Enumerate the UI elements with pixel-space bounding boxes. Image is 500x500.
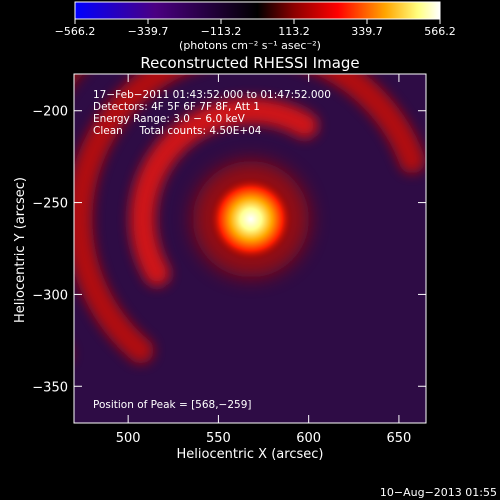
colorbar-unit-label: (photons cm⁻² s⁻¹ asec⁻²) — [179, 39, 321, 52]
colorbar-tick-label: −566.2 — [55, 25, 96, 38]
x-tick-label: 600 — [296, 431, 321, 446]
x-axis-ticks: 500 550 600 650 — [116, 74, 412, 446]
heatmap-arc — [74, 74, 426, 364]
timestamp: 10−Aug−2013 01:55 — [380, 486, 497, 499]
x-axis-label: Heliocentric X (arcsec) — [177, 447, 324, 462]
x-tick-label: 650 — [387, 431, 412, 446]
colorbar-tick-label: 566.2 — [424, 25, 456, 38]
colorbar — [74, 1, 441, 20]
heatmap-features — [74, 74, 426, 364]
plot-frame — [73, 73, 427, 424]
colorbar-tick-label: 113.2 — [278, 25, 310, 38]
y-tick-label: −250 — [32, 197, 68, 212]
x-tick-label: 550 — [206, 431, 231, 446]
annotation-total-counts: Clean Total counts: 4.50E+04 — [93, 125, 262, 137]
annotation-block: 17−Feb−2011 01:43:52.000 to 01:47:52.000… — [93, 89, 331, 137]
colorbar-tick-label: −113.2 — [201, 25, 242, 38]
x-tick-label: 500 — [116, 431, 141, 446]
heatmap-arc — [129, 97, 319, 287]
y-tick-label: −350 — [32, 380, 68, 395]
heatmap-area — [74, 74, 426, 423]
annotation-energy-range: Energy Range: 3.0 − 6.0 keV — [93, 113, 246, 125]
peak-source — [208, 177, 293, 262]
y-tick-label: −300 — [32, 288, 68, 303]
y-tick-label: −200 — [32, 105, 68, 120]
annotation-detectors: Detectors: 4F 5F 6F 7F 8F, Att 1 — [93, 101, 260, 113]
colorbar-tick-label: −339.7 — [128, 25, 169, 38]
chart-title: Reconstructed RHESSI Image — [140, 54, 359, 72]
colorbar-tick-label: 339.7 — [351, 25, 383, 38]
y-axis-ticks: −200 −250 −300 −350 — [32, 105, 426, 395]
annotation-time-range: 17−Feb−2011 01:43:52.000 to 01:47:52.000 — [93, 89, 331, 101]
y-axis-label: Heliocentric Y (arcsec) — [13, 177, 28, 323]
colorbar-ticks: −566.2 −339.7 −113.2 113.2 339.7 566.2 — [55, 19, 456, 38]
peak-position-label: Position of Peak = [568,−259] — [93, 399, 252, 411]
